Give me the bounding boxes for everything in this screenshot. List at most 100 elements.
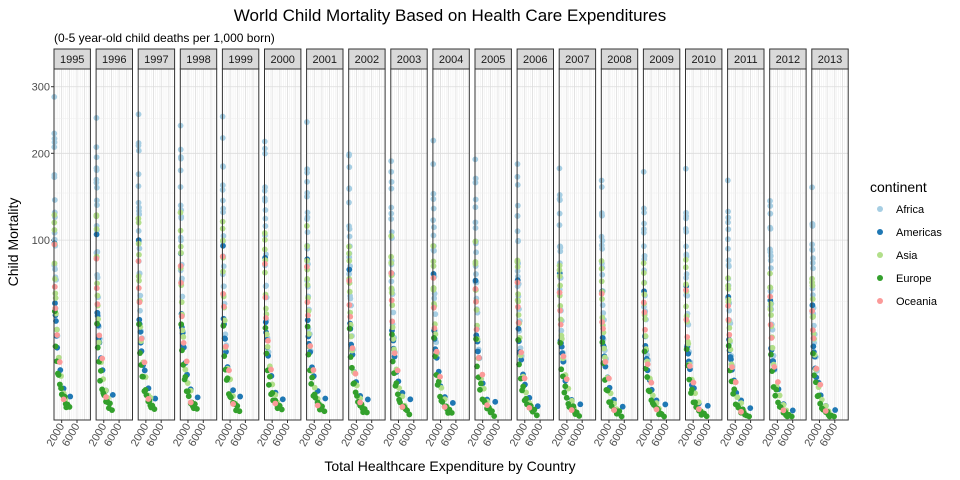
data-point [435,378,442,385]
legend-label: Oceania [896,296,938,308]
data-point [641,209,647,216]
facet-strip-label: 1998 [186,54,210,66]
data-point [688,386,695,393]
data-point [521,375,528,382]
data-point [55,372,62,378]
data-point [311,384,318,391]
data-point [431,334,437,341]
data-point [137,328,144,335]
data-point [220,242,226,249]
data-point [514,181,521,188]
data-point [768,312,774,318]
legend-label: Africa [896,204,925,216]
data-point [767,253,774,259]
facet-strip-label: 2013 [818,54,842,66]
data-point [308,380,315,387]
facet-strip-label: 2001 [313,54,337,66]
data-point [557,248,564,255]
data-point [780,407,787,414]
data-point [305,331,312,337]
data-point [727,337,733,344]
data-point [788,413,795,420]
data-point [237,393,244,400]
data-point [809,302,816,309]
panel-border [685,68,723,421]
data-point [515,337,522,343]
data-point [732,379,739,386]
data-point [557,307,564,314]
panel-border [390,68,428,421]
data-point [515,298,522,305]
panel-border [474,68,512,421]
data-point [406,411,413,418]
data-point [393,380,400,387]
data-point [729,364,735,371]
data-point [602,358,609,365]
data-point [518,349,525,356]
data-point [767,306,774,313]
data-point [811,372,817,379]
data-point [58,385,64,392]
chart-title: World Child Mortality Based on Health Ca… [234,6,666,25]
data-point [767,210,774,217]
data-point [558,332,565,339]
data-point [767,203,774,209]
data-point [430,247,437,253]
data-point [600,310,607,316]
data-point [731,386,738,393]
data-point [352,370,359,377]
data-point [109,391,116,398]
data-point [262,294,269,301]
legend-label: Asia [896,250,918,262]
data-point [178,321,185,328]
data-point [351,380,358,387]
data-point [518,356,525,363]
data-point [388,289,395,296]
data-point [140,373,146,380]
data-point [811,322,817,329]
data-point [557,340,564,346]
data-point [810,350,816,357]
data-point [394,367,401,374]
data-point [103,394,109,400]
data-point [346,288,353,295]
data-point [304,323,311,330]
data-point [145,396,152,402]
data-point [473,249,479,256]
data-point [95,316,102,322]
data-point [148,404,155,411]
data-point [776,392,783,399]
data-point [558,366,565,373]
data-point [279,396,286,403]
data-point [136,208,142,214]
data-point [354,393,360,399]
data-point [642,333,649,339]
data-point [683,274,689,281]
data-point [641,280,647,286]
panel-border [516,68,554,421]
data-point [683,316,690,323]
data-point [775,379,781,385]
data-point [526,404,533,411]
data-point [649,392,656,399]
data-point [194,394,201,401]
data-point [304,276,311,282]
data-point [390,309,397,316]
data-point [480,397,487,404]
data-point [322,395,329,402]
data-point [346,302,353,308]
data-point [432,311,439,318]
data-point [725,214,732,221]
data-point [432,353,438,360]
data-point [725,226,732,233]
data-point [725,302,732,309]
data-point [94,320,100,327]
data-point [357,399,364,406]
data-point [430,270,437,277]
data-point [599,339,606,346]
